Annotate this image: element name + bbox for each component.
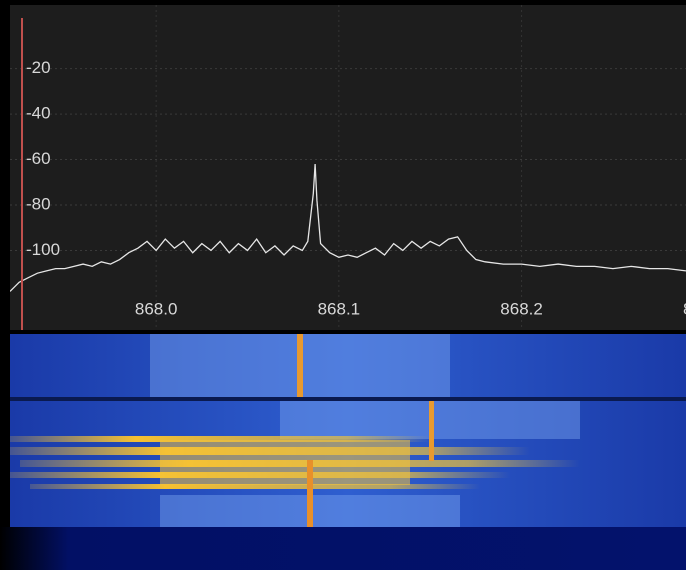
x-tick-label: 868.3	[683, 299, 686, 318]
spectrum-trace	[10, 164, 686, 292]
x-tick-label: 868.0	[135, 299, 178, 318]
spectrum-panel	[10, 5, 686, 330]
spectrum-plot: -20 -40 -60 -80 -100 868.0 868.1 868.2 868.3	[10, 5, 686, 330]
x-tick-label: 868.1	[318, 299, 361, 318]
y-tick-label: -80	[26, 194, 51, 213]
waterfall-block	[10, 334, 686, 397]
waterfall-streak	[10, 436, 430, 442]
waterfall-signal	[307, 460, 313, 527]
waterfall-signal	[429, 401, 434, 461]
waterfall-signal	[297, 334, 303, 397]
x-tick-label: 868.2	[500, 299, 543, 318]
y-tick-label: -60	[26, 149, 51, 168]
y-tick-label: -40	[26, 104, 51, 123]
y-tick-label: -100	[26, 240, 60, 259]
waterfall-streak	[30, 484, 480, 489]
waterfall-separator	[10, 397, 686, 401]
waterfall-empty	[0, 527, 686, 570]
waterfall	[0, 334, 686, 570]
waterfall-hot	[160, 440, 410, 485]
y-tick-label: -20	[26, 58, 51, 77]
